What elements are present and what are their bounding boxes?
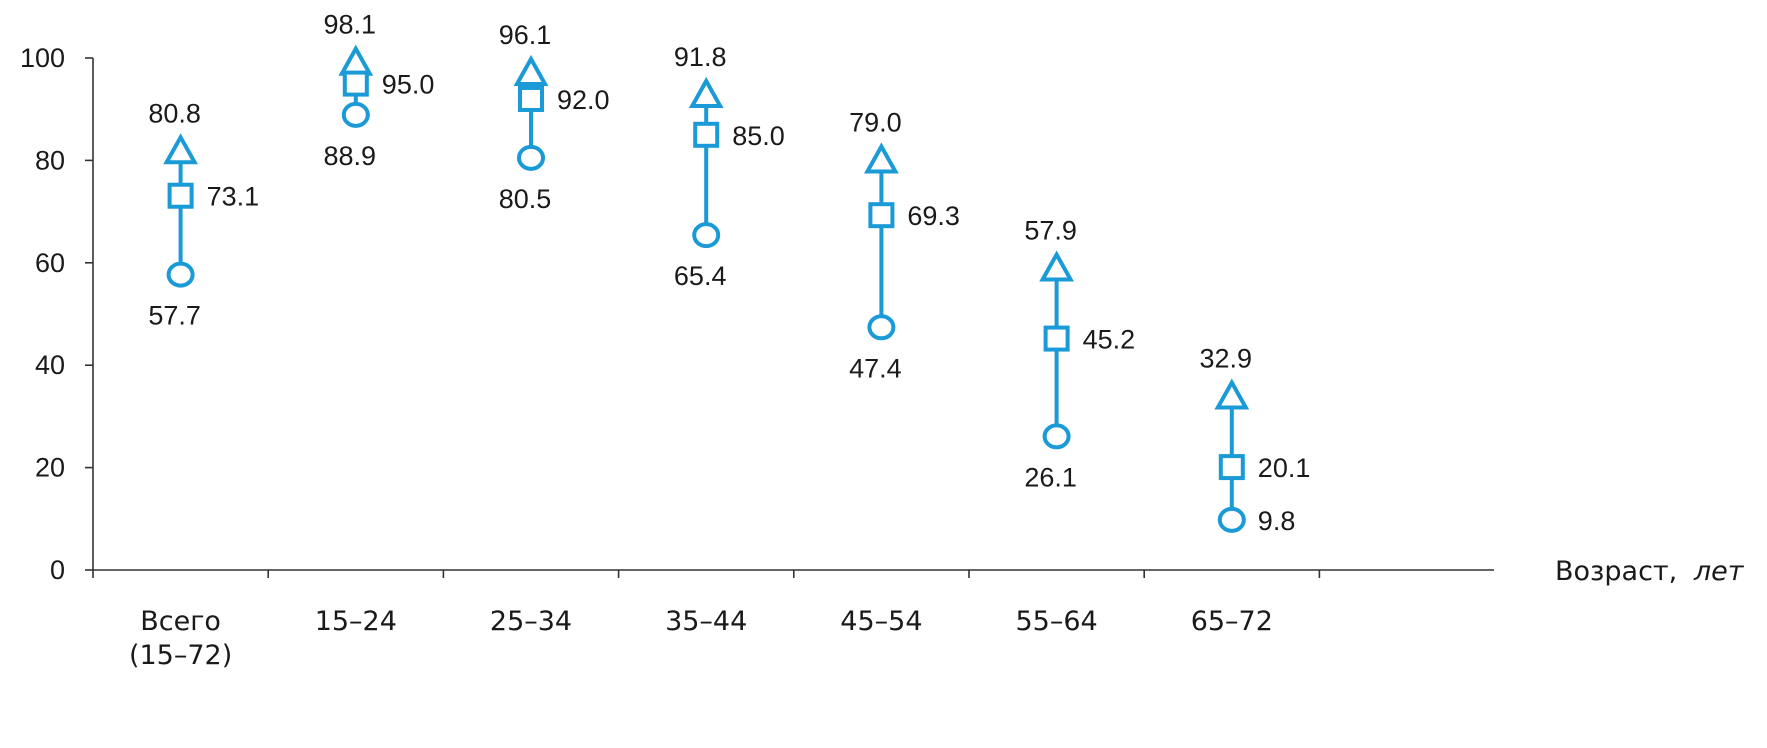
- y-ticks: 0 20 40 60 80 100: [20, 43, 93, 585]
- circle-value-label: 65.4: [674, 261, 727, 291]
- x-tick-label: 15–24: [315, 606, 397, 637]
- square-marker: [342, 70, 369, 97]
- circle-value-label: 57.7: [148, 301, 201, 331]
- circle-marker: [517, 144, 545, 171]
- square-marker: [518, 85, 544, 112]
- square-marker: [1043, 325, 1070, 352]
- x-axis-title: Возраст, лет: [1555, 556, 1745, 587]
- x-tick-label: 35–44: [665, 606, 747, 637]
- square-value-label: 69.3: [907, 201, 960, 231]
- square-value-label: 95.0: [382, 70, 435, 100]
- square-value-label: 85.0: [732, 121, 785, 151]
- x-tick-label: (15–72): [129, 640, 232, 671]
- x-tick-label: Всего: [140, 606, 221, 637]
- y-tick-label: 20: [35, 453, 65, 483]
- triangle-value-label: 57.9: [1024, 216, 1077, 246]
- triangle-marker: [1214, 378, 1250, 410]
- data-labels: 80.8 73.1 57.7 98.195.0 88.9 96.1 92.0 80.5 91.8…: [148, 10, 1310, 536]
- triangle-value-label: 98.1: [324, 10, 377, 40]
- triangle-value-label: 79.0: [849, 108, 902, 138]
- y-tick-label: 100: [20, 43, 65, 73]
- x-tick-label: 25–34: [490, 606, 572, 637]
- circle-marker: [1042, 423, 1071, 450]
- circle-marker: [867, 314, 896, 341]
- axes: [92, 58, 1494, 571]
- triangle-value-label: 32.9: [1200, 344, 1253, 374]
- triangle-value-label: 91.8: [674, 42, 727, 72]
- square-marker: [868, 202, 895, 229]
- x-tick-label: 45–54: [840, 606, 922, 637]
- triangle-marker: [163, 133, 199, 165]
- triangle-marker: [513, 54, 549, 86]
- circle-marker: [341, 101, 370, 128]
- square-value-label: 45.2: [1083, 325, 1136, 355]
- square-value-label: 73.1: [207, 182, 260, 212]
- y-tick-label: 60: [35, 248, 65, 278]
- circle-marker: [166, 261, 195, 288]
- triangle-value-label: 80.8: [148, 98, 201, 128]
- triangle-marker: [1039, 250, 1075, 282]
- square-marker: [693, 121, 720, 148]
- circle-value-label: 88.9: [324, 141, 377, 171]
- markers: [163, 44, 1250, 533]
- y-tick-label: 40: [35, 350, 65, 380]
- square-value-label: 92.0: [557, 85, 610, 115]
- x-tick-label: 65–72: [1191, 606, 1273, 637]
- x-tick-label: 55–64: [1015, 606, 1097, 637]
- circle-value-label: 80.5: [499, 184, 552, 214]
- circle-marker: [692, 222, 721, 249]
- square-marker: [1218, 454, 1245, 481]
- y-tick-label: 80: [35, 145, 65, 175]
- square-value-label: 20.1: [1258, 453, 1311, 483]
- x-axis-title-unit: лет: [1693, 556, 1745, 587]
- y-tick-label: 0: [50, 555, 65, 585]
- circle-value-label: 26.1: [1024, 462, 1077, 492]
- circle-value-label: 9.8: [1258, 506, 1296, 536]
- triangle-value-label: 96.1: [499, 20, 552, 50]
- circle-marker: [1217, 506, 1246, 533]
- circle-value-label: 47.4: [849, 353, 902, 383]
- triangle-marker: [863, 142, 899, 174]
- triangle-marker: [688, 76, 724, 108]
- x-axis-title-main: Возраст,: [1555, 556, 1677, 587]
- x-ticks: Всего(15–72) 15–24 25–34 35–44 45–54 55–64 65–…: [92, 570, 1321, 671]
- square-marker: [167, 182, 194, 209]
- triangle-marker: [338, 44, 374, 76]
